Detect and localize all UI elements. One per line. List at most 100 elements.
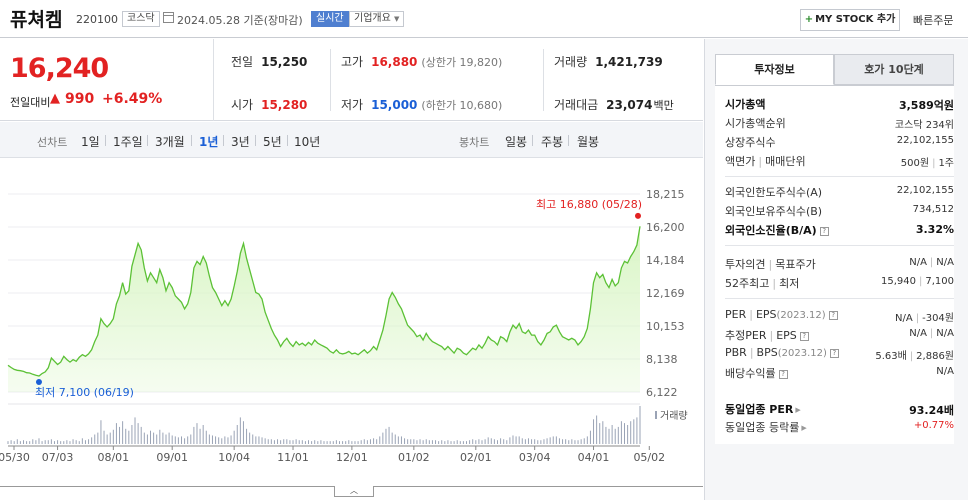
sector-chg-row: 동일업종 등락률 ▶ +0.77% <box>725 419 954 435</box>
y-tick-label: 14,184 <box>646 254 685 267</box>
sector-chg-label: 동일업종 등락률 ▶ <box>725 419 807 435</box>
tab-orderbook-10[interactable]: 호가 10단계 <box>834 54 954 85</box>
stock-code: 220100 <box>76 13 118 26</box>
market-badge: 코스닥 <box>122 11 160 27</box>
divider <box>543 49 544 111</box>
calendar-icon <box>163 12 174 23</box>
est-per-label-text: 추정PER <box>725 329 767 342</box>
eps-label: EPS <box>755 308 777 321</box>
divider <box>568 135 569 146</box>
caret-right-icon: ▶ <box>795 406 801 414</box>
prev-close-cell: 전일 15,250 <box>231 53 307 70</box>
help-icon[interactable]: ? <box>819 227 829 236</box>
tab-investment-info[interactable]: 투자정보 <box>715 54 834 85</box>
week52-high-value: 15,940 <box>880 276 916 287</box>
add-mystock-button[interactable]: + MY STOCK 추가 <box>800 9 900 31</box>
est-per-value: N/A | N/A <box>909 328 954 339</box>
bps-period: (2023.12) <box>777 348 827 359</box>
par-value: 500원 | 1주 <box>900 158 954 169</box>
est-per-value-text: N/A <box>909 328 927 339</box>
sector-chg-value-text: +0.77% <box>913 420 954 431</box>
cap-rank-label: 시가총액순위 <box>725 117 786 130</box>
quick-order-button[interactable]: 빠른주문 <box>913 14 954 27</box>
pbr-value-text: 5.63배 <box>875 351 907 362</box>
x-tick-label: 04/01 <box>578 451 610 464</box>
amount-value: 23,074 <box>606 98 653 112</box>
divider <box>725 298 954 299</box>
help-icon[interactable]: ? <box>799 332 809 341</box>
x-tick-label: 07/03 <box>42 451 74 464</box>
low-value: 15,000 <box>371 98 418 112</box>
help-icon[interactable]: ? <box>828 311 838 320</box>
sector-per-value: 93.24배 <box>909 402 954 418</box>
price-line <box>7 226 641 377</box>
x-tick-label: 05/30 <box>0 451 30 464</box>
sector-per-value-text: 93.24배 <box>909 404 954 417</box>
tab-3y[interactable]: 3년 <box>231 135 250 149</box>
tab-daily[interactable]: 일봉 <box>505 135 528 149</box>
tab-10y[interactable]: 10년 <box>294 135 321 149</box>
volume-cell: 거래량 1,421,739 <box>554 53 663 70</box>
foreign-ratio-value: 3.32% <box>916 223 954 236</box>
bps-value: 2,886원 <box>916 351 954 362</box>
market-cap-value-text: 3,589억원 <box>898 99 954 112</box>
foreign-limit-label: 외국인한도주식수(A) <box>725 186 823 199</box>
divider <box>191 135 192 146</box>
dividend-value: N/A <box>936 366 954 377</box>
pbr-label-text: PBR <box>725 346 747 359</box>
tab-monthly[interactable]: 월봉 <box>577 135 600 149</box>
foreign-held-row: 외국인보유주식수(B) 734,512 <box>725 203 954 219</box>
opinion-value-text: N/A <box>909 257 927 268</box>
plus-icon: + <box>804 14 814 25</box>
shares-row: 상장주식수 22,102,155 <box>725 134 954 150</box>
par-label: 액면가 | 매매단위 <box>725 155 806 168</box>
market-cap-row: 시가총액 3,589억원 <box>725 96 954 112</box>
volume-legend-swatch <box>655 411 657 419</box>
amount-label: 거래대금 <box>554 98 599 112</box>
x-tick-label: 12/01 <box>336 451 368 464</box>
x-tick-label: 11/01 <box>277 451 309 464</box>
realtime-button[interactable]: 실시간 <box>311 11 349 27</box>
y-tick-label: 6,122 <box>646 386 678 399</box>
info-table: 시가총액 3,589억원 시가총액순위 코스닥 234위 상장주식수 22,10… <box>715 86 954 437</box>
divider <box>715 85 954 86</box>
par-value-text: 500원 <box>900 158 930 169</box>
x-tick-label: 05/02 <box>633 451 665 464</box>
tab-1w[interactable]: 1주일 <box>113 135 143 149</box>
tab-weekly[interactable]: 주봉 <box>541 135 564 149</box>
foreign-held-value: 734,512 <box>912 204 954 215</box>
tab-3m[interactable]: 3개월 <box>155 135 185 149</box>
upper-limit: (상한가 19,820) <box>421 56 503 69</box>
help-icon[interactable]: ? <box>778 370 788 379</box>
low-label: 저가 <box>341 98 364 112</box>
collapse-chart-button[interactable]: ︿ <box>334 486 374 497</box>
add-mystock-label: MY STOCK 추가 <box>815 14 896 25</box>
header: 퓨쳐켐 220100 코스닥 2024.05.28 기준(장마감) 실시간 기업… <box>0 0 968 38</box>
tab-5y[interactable]: 5년 <box>263 135 282 149</box>
change-value: 990 <box>65 91 95 107</box>
volume-legend: 거래량 <box>660 410 688 422</box>
period-tabs: 선차트 1일 1주일 3개월 1년 3년 5년 10년 봉차트 일봉 주봉 월봉 <box>0 122 703 158</box>
week52-low-label: 최저 <box>779 277 800 290</box>
divider <box>105 135 106 146</box>
high-cell: 고가 16,880 (상한가 19,820) <box>341 53 502 70</box>
x-tick-label: 09/01 <box>156 451 188 464</box>
investment-info-panel: 투자정보 호가 10단계 시가총액 3,589억원 시가총액순위 코스닥 234… <box>704 39 968 500</box>
divider <box>147 135 148 146</box>
cap-rank-row: 시가총액순위 코스닥 234위 <box>725 115 954 131</box>
change-percent: +6.49% <box>102 91 163 107</box>
open-value: 15,280 <box>261 98 308 112</box>
x-tick-label: 01/02 <box>398 451 430 464</box>
per-label-text: PER <box>725 308 747 321</box>
company-overview-dropdown[interactable]: 기업개요 ▼ <box>349 11 405 27</box>
price-chart[interactable]: 18,215 16,200 14,184 12,169 10,153 8,138 6,122… <box>0 158 703 486</box>
amount-cell: 거래대금 23,074백만 <box>554 96 674 113</box>
sector-chg-label-text: 동일업종 등락률 <box>725 421 800 434</box>
tab-1y[interactable]: 1년 <box>199 135 219 149</box>
tab-1d[interactable]: 1일 <box>81 135 100 149</box>
dividend-label-text: 배당수익률 <box>725 367 776 380</box>
est-per-row: 추정PER | EPS? N/A | N/A <box>725 327 954 343</box>
help-icon[interactable]: ? <box>829 349 839 358</box>
high-value: 16,880 <box>371 55 418 69</box>
